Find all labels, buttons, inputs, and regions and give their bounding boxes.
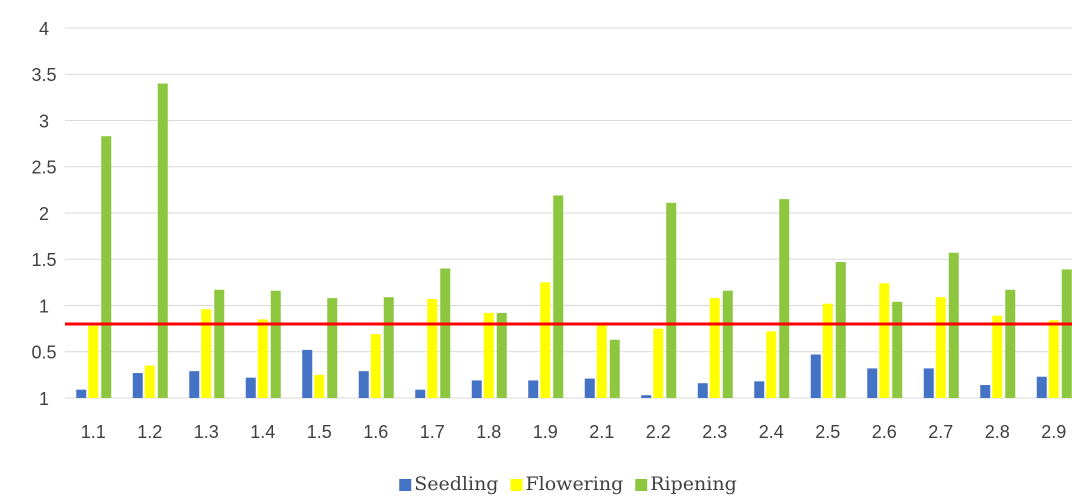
bar	[584, 378, 595, 398]
bar	[383, 297, 394, 398]
bar	[641, 395, 652, 398]
bar	[540, 282, 551, 398]
bar	[471, 380, 482, 398]
bar	[935, 297, 946, 398]
bar	[666, 202, 677, 398]
x-tick-label: 2.4	[759, 422, 784, 442]
legend-label: Flowering	[525, 473, 623, 495]
bar	[132, 373, 143, 398]
legend-label: Ripening	[650, 473, 737, 495]
x-tick-label: 2.7	[928, 422, 953, 442]
bar	[370, 334, 381, 398]
x-tick-label: 1.5	[307, 422, 332, 442]
legend-swatch	[399, 479, 412, 491]
y-tick-label: 3.5	[31, 65, 56, 85]
bar	[709, 298, 720, 398]
x-tick-label: 1.9	[533, 422, 558, 442]
bar	[835, 262, 846, 398]
x-tick-label: 1.8	[476, 422, 501, 442]
bar	[879, 283, 890, 398]
bar	[766, 331, 777, 398]
bar	[496, 312, 507, 398]
y-tick-label: 2	[39, 204, 49, 224]
bar	[245, 377, 256, 398]
bar	[779, 199, 790, 398]
bar	[88, 325, 99, 398]
bar	[980, 385, 991, 398]
bar	[270, 290, 281, 398]
bar	[189, 371, 200, 398]
bar	[1036, 376, 1047, 398]
bar	[697, 383, 708, 398]
y-tick-label: 4	[39, 19, 49, 39]
y-tick-label: 2.5	[31, 158, 56, 178]
legend-swatch	[510, 479, 523, 491]
bar	[157, 83, 168, 398]
bar	[722, 290, 733, 398]
x-tick-label: 2.5	[815, 422, 840, 442]
bar	[76, 389, 87, 398]
y-tick-label: 3	[39, 111, 49, 131]
x-tick-label: 2.1	[589, 422, 614, 442]
x-tick-label: 2.3	[702, 422, 727, 442]
x-tick-label: 1.1	[81, 422, 106, 442]
bar	[214, 289, 225, 398]
x-tick-label: 1.2	[137, 422, 162, 442]
bar	[415, 389, 426, 398]
bar	[923, 368, 934, 398]
bar	[810, 354, 821, 398]
legend-swatch	[635, 479, 648, 491]
bar	[144, 365, 155, 398]
bar	[427, 299, 438, 398]
x-tick-label: 1.3	[194, 422, 219, 442]
x-tick-label: 1.4	[250, 422, 275, 442]
x-tick-label: 2.6	[872, 422, 897, 442]
bar	[653, 328, 664, 398]
bar	[101, 136, 112, 398]
bar	[201, 309, 212, 398]
x-tick-label: 2.2	[646, 422, 671, 442]
bar	[822, 303, 833, 398]
bar	[257, 319, 268, 398]
bar	[867, 368, 878, 398]
bar	[992, 315, 1003, 398]
bar	[754, 381, 765, 398]
bar	[358, 371, 369, 398]
bar	[302, 349, 313, 398]
bar	[314, 374, 325, 398]
bar	[892, 301, 903, 398]
bar	[596, 324, 607, 398]
legend: Seedling Flowering Ripening	[399, 473, 737, 495]
bar	[553, 195, 564, 398]
bar	[440, 268, 451, 398]
x-tick-label: 2.9	[1041, 422, 1066, 442]
legend-label: Seedling	[414, 473, 498, 495]
bar	[528, 380, 539, 398]
y-tick-label: 1	[39, 296, 49, 316]
bar	[1048, 320, 1059, 398]
bar	[483, 312, 494, 398]
x-tick-label: 1.7	[420, 422, 445, 442]
y-tick-label: 0.5	[31, 343, 56, 363]
bar	[609, 339, 620, 398]
bar	[327, 298, 338, 398]
x-tick-label: 2.8	[985, 422, 1010, 442]
x-tick-label: 1.6	[363, 422, 388, 442]
y-tick-label: 1.5	[31, 250, 56, 270]
y-tick-label: 1	[39, 389, 49, 409]
bar	[1005, 289, 1016, 398]
bar	[1061, 269, 1072, 398]
